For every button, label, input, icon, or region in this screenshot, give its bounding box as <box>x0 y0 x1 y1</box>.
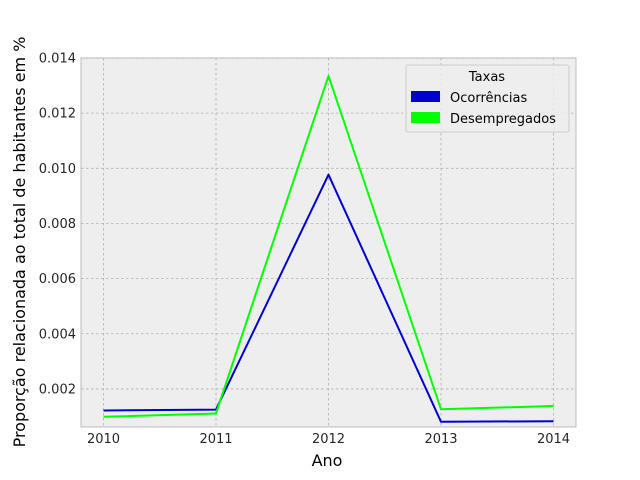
series-line-ocorrencias <box>103 173 554 423</box>
y-axis-label: Proporção relacionada ao total de habita… <box>10 37 29 448</box>
x-axis-label: Ano <box>312 451 343 470</box>
x-tick-label: 2013 <box>424 432 457 447</box>
y-tick-label: 0.008 <box>39 217 76 232</box>
series-lines <box>103 74 554 423</box>
x-tick-label: 2014 <box>537 432 570 447</box>
x-tick-label: 2012 <box>312 432 345 447</box>
x-tick-label: 2010 <box>87 432 120 447</box>
y-tick-label: 0.006 <box>39 272 76 287</box>
y-tick-label: 0.010 <box>39 162 76 177</box>
legend-swatch-ocorrencias <box>411 91 440 102</box>
y-tick-label: 0.012 <box>39 107 76 122</box>
legend-swatch-desempregados <box>411 112 440 123</box>
legend-box <box>405 64 570 133</box>
x-tick-label: 2011 <box>199 432 232 447</box>
legend-label-ocorrencias: Ocorrências <box>450 91 527 106</box>
legend: Taxas Ocorrências Desempregados <box>405 64 570 133</box>
legend-label-desempregados: Desempregados <box>450 112 556 127</box>
y-tick-labels: 0.002 0.004 0.006 0.008 0.010 0.012 0.014 <box>39 52 76 398</box>
y-tick-label: 0.014 <box>39 52 76 67</box>
series-line-desempregados <box>103 74 554 418</box>
y-tick-label: 0.004 <box>39 327 76 342</box>
legend-title: Taxas <box>468 70 505 85</box>
y-tick-label: 0.002 <box>39 382 76 397</box>
x-tick-labels: 2010 2011 2012 2013 2014 <box>87 432 570 447</box>
